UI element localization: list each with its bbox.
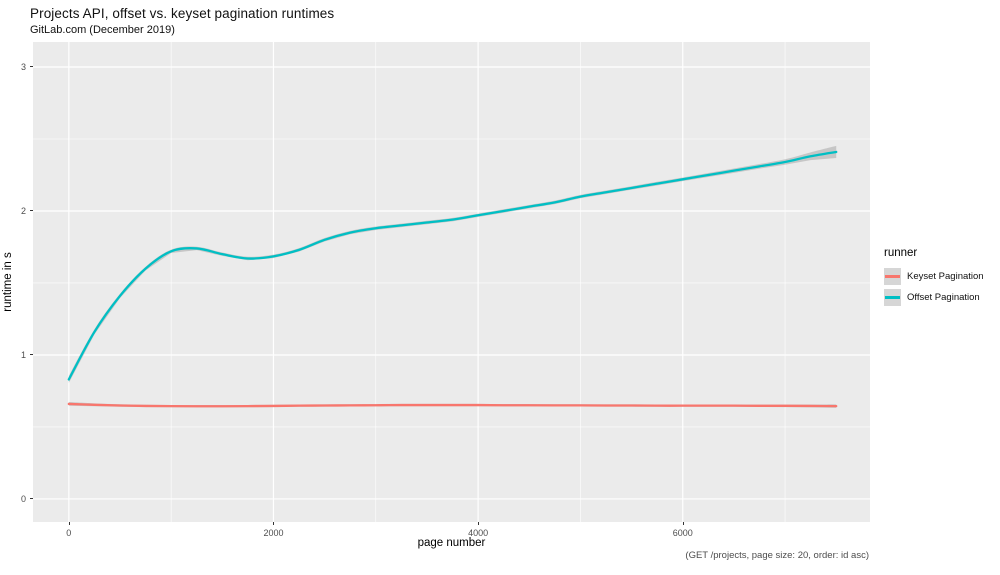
legend-title: runner bbox=[884, 247, 918, 259]
legend-key-keyset bbox=[884, 268, 901, 285]
x-tick-mark bbox=[68, 522, 70, 525]
offset-line-swatch-icon bbox=[885, 296, 900, 299]
legend-label-offset: Offset Pagination bbox=[907, 292, 980, 303]
y-axis-title: runtime in s bbox=[2, 252, 14, 312]
x-tick-label: 6000 bbox=[672, 528, 693, 538]
y-tick-label: 3 bbox=[20, 61, 26, 72]
chart-subtitle: GitLab.com (December 2019) bbox=[30, 24, 175, 36]
y-tick-label: 2 bbox=[20, 205, 26, 216]
series-line-offset-pagination bbox=[67, 150, 838, 381]
x-axis-title: page number bbox=[417, 537, 486, 549]
keyset-line-swatch-icon bbox=[885, 275, 900, 278]
panel-background bbox=[33, 42, 870, 522]
y-tick-mark bbox=[30, 66, 33, 68]
legend: runner Keyset Pagination Offset Paginati… bbox=[884, 247, 999, 310]
legend-label-keyset: Keyset Pagination bbox=[907, 271, 984, 282]
y-tick-label: 0 bbox=[20, 493, 26, 504]
plot-panel bbox=[33, 42, 870, 522]
legend-key-offset bbox=[884, 289, 901, 306]
x-tick-mark bbox=[478, 522, 480, 525]
chart-title: Projects API, offset vs. keyset paginati… bbox=[30, 6, 335, 21]
y-tick-mark bbox=[30, 498, 33, 500]
y-tick-label: 1 bbox=[20, 349, 26, 360]
y-tick-mark bbox=[30, 210, 33, 212]
legend-entry-keyset: Keyset Pagination bbox=[884, 268, 999, 285]
x-tick-label: 0 bbox=[66, 528, 72, 538]
x-tick-mark bbox=[682, 522, 684, 525]
legend-entry-offset: Offset Pagination bbox=[884, 289, 999, 306]
x-tick-label: 2000 bbox=[263, 528, 284, 538]
x-tick-label: 4000 bbox=[468, 528, 489, 538]
x-tick-mark bbox=[273, 522, 275, 525]
series-line-keyset-pagination bbox=[67, 402, 838, 408]
plot-svg bbox=[33, 42, 870, 522]
y-tick-mark bbox=[30, 354, 33, 356]
chart-caption: (GET /projects, page size: 20, order: id… bbox=[685, 550, 869, 561]
